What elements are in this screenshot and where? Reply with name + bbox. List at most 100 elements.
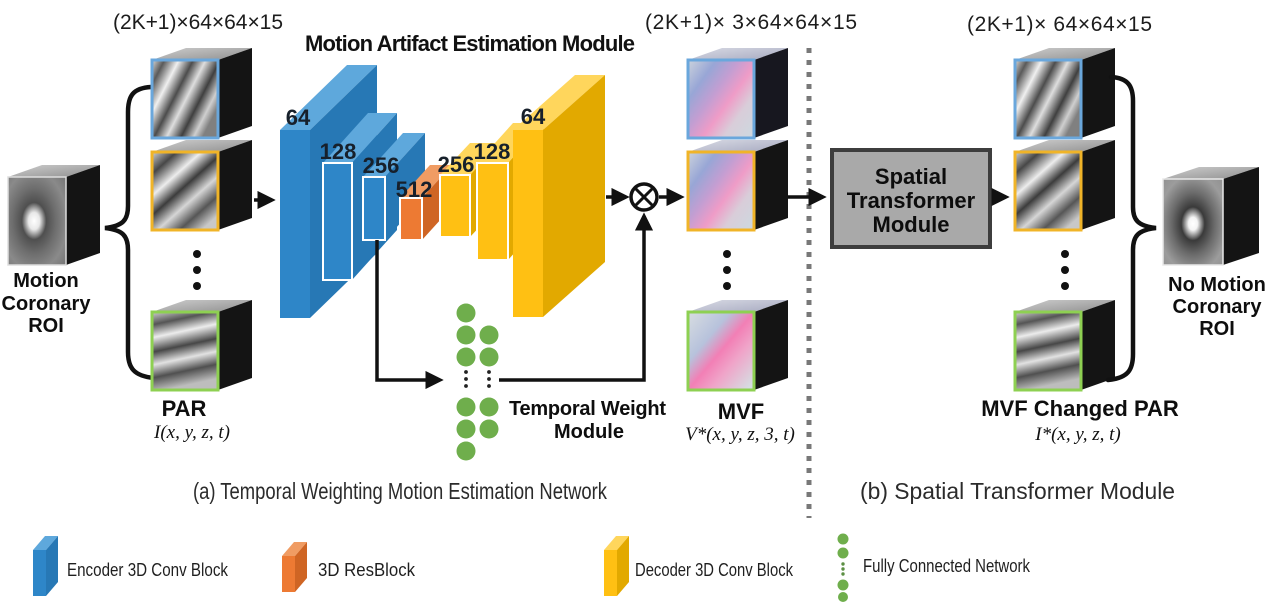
multiply-node [629,182,659,212]
par-label: PAR [162,396,207,421]
decoder-block-icon [604,536,629,596]
cube-front-face [686,58,756,140]
cube-side-face [218,300,252,390]
fcn-ellipsis [464,370,491,388]
output-cube-blue [1013,48,1115,140]
par-cube-green [150,300,252,392]
block-front-face [399,197,423,241]
block-front-face [513,130,543,317]
legend-label-decoder: Decoder 3D Conv Block [635,560,794,580]
ellipsis-dot [1061,250,1069,258]
output-par-label: MVF Changed PAR [981,396,1179,421]
mvf-cube-yellow [686,140,788,232]
motion-roi-label-line2: Coronary [2,293,92,315]
output-par-formula: I*(x, y, z, t) [1034,424,1120,445]
no-motion-roi-label-line2: Coronary [1173,296,1263,318]
block-front-face [439,174,471,238]
legend-label-fcn: Fully Connected Network [863,556,1031,576]
encoder-block-icon [33,536,58,596]
fcn-node [456,441,476,461]
ellipsis-dot [723,282,731,290]
fcn-node [479,347,499,367]
temporal-weight-label-line1: Temporal Weight [509,398,666,420]
fcn-node [456,303,476,323]
ellipsis-dot [193,250,201,258]
cube-top-face [152,48,252,60]
fcn-dots [456,303,499,461]
no-motion-roi-label-line1: No Motion [1168,274,1266,296]
resblock-channels-512: 512 [396,177,433,202]
output-cube-green [1013,300,1115,392]
stm-box [830,148,992,249]
stm-label-line3: Module [873,212,950,237]
motion-roi-label-line1: Motion [13,270,79,292]
block-top-face [400,165,452,198]
cube-front-face [7,176,67,266]
cube-side-face [754,140,788,230]
cube-front-face [686,150,756,232]
output-brace [1105,74,1157,383]
par-cube-blue [150,48,252,140]
output-cube-yellow [1013,140,1115,232]
cube-front-face [1013,310,1083,392]
input-dims-label: (2K+1)×64×64×15 [113,11,283,34]
cube-side-face [218,48,252,138]
multiply-x [634,187,654,207]
ellipsis-dot [193,282,201,290]
caption-a: (a) Temporal Weighting Motion Estimation… [193,478,607,504]
mvf-cube-green [686,300,788,392]
cube-top-face [8,165,100,177]
cube-front-face [1162,178,1224,266]
cube-top-face [688,140,788,152]
input-brace [104,84,157,381]
fcn-node [456,347,476,367]
cube-side-face [66,165,100,265]
decoder-channels-128: 128 [474,139,511,164]
mvf-formula: V*(x, y, z, 3, t) [685,424,795,445]
output-stack-ellipsis [1061,250,1069,290]
fcn-node [456,419,476,439]
block-top-face [280,65,377,130]
fcn-node [456,325,476,345]
legend-label-encoder: Encoder 3D Conv Block [67,560,229,580]
block-top-face [440,143,500,175]
fcn-icon [837,533,849,602]
block-front-face [280,130,310,318]
mvf-cube-blue [686,48,788,140]
block-front-face [322,162,353,281]
mvf-stack-ellipsis [723,250,731,290]
stm-label-line1: Spatial [875,164,947,189]
mvf-label: MVF [718,399,764,424]
output-dims-label: (2K+1)× 64×64×15 [967,13,1152,36]
cube-top-face [688,300,788,312]
par-formula: I(x, y, z, t) [153,422,230,443]
fcn-node [479,325,499,345]
block-front-face [362,176,386,241]
encoder-block-256 [362,133,425,241]
cube-side-face [1081,48,1115,138]
cube-side-face [1081,300,1115,390]
cube-front-face [686,310,756,392]
ellipsis-dot [193,266,201,274]
cube-side-face [754,48,788,138]
legend: Encoder 3D Conv Block 3D ResBlock Decode… [33,533,1031,602]
decoder-block-64 [513,75,605,317]
cube-top-face [1015,300,1115,312]
decoder-channels-256: 256 [438,152,475,177]
legend-label-resblock: 3D ResBlock [318,560,416,580]
cube-front-face [150,58,220,140]
block-top-face [513,75,605,130]
cube-top-face [152,300,252,312]
cube-front-face [150,150,220,232]
cube-top-face [1163,167,1259,179]
fcn-node [479,397,499,417]
encoder-channels-256: 256 [363,153,400,178]
spatial-transformer-box: Spatial Transformer Module [830,148,992,249]
cube-front-face [1013,58,1083,140]
fcn-node [479,419,499,439]
par-cube-yellow [150,140,252,232]
ellipsis-dot [1061,282,1069,290]
block-side-face [385,133,425,240]
cube-front-face [1013,150,1083,232]
